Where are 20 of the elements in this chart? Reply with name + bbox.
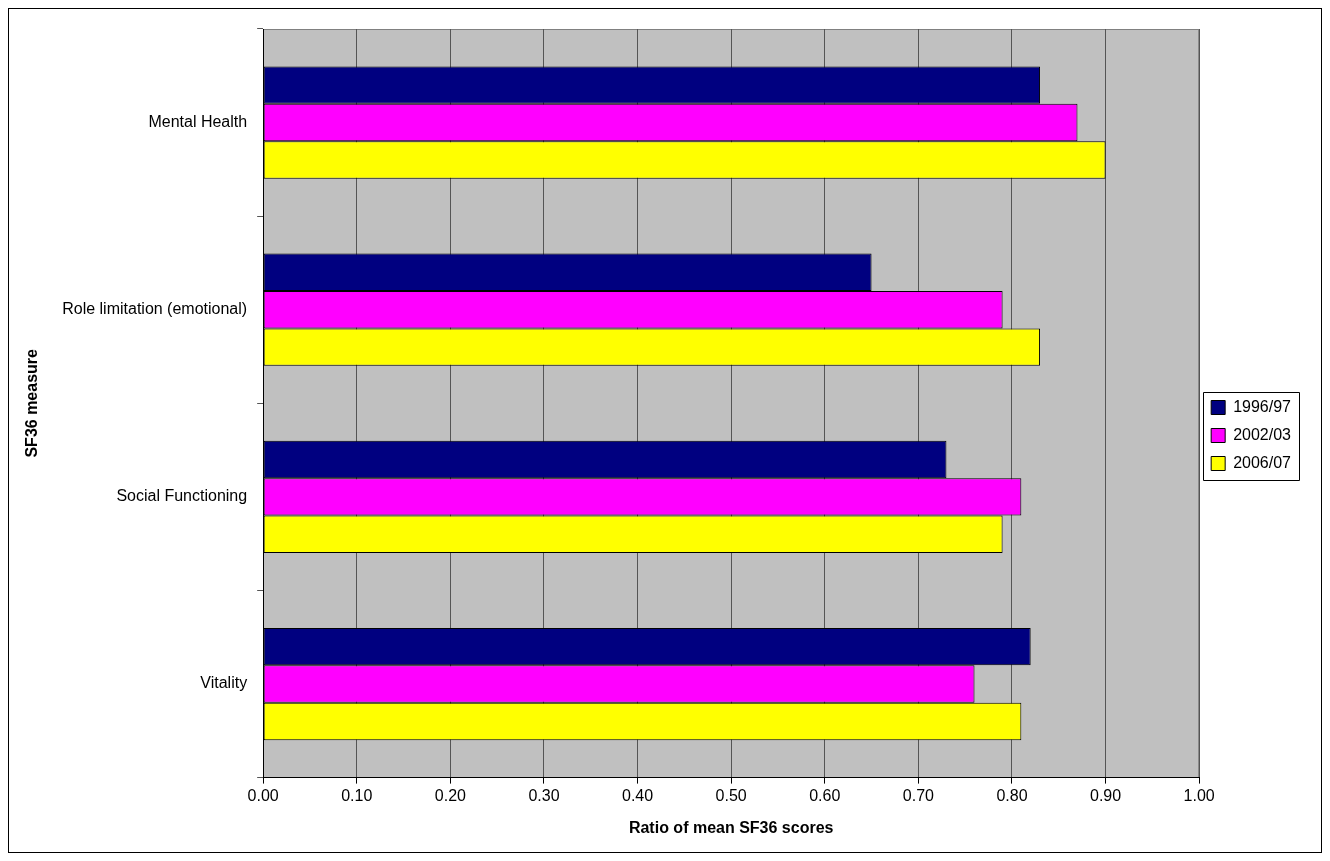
y-tick-label: Vitality: [200, 674, 248, 692]
y-tick-label: Social Functioning: [116, 487, 248, 505]
x-tick-label: 0.60: [809, 786, 841, 804]
x-axis-title: Ratio of mean SF36 scores: [628, 818, 834, 836]
x-tick-label: 0.20: [434, 786, 467, 804]
x-tick-label: 0.80: [996, 786, 1028, 804]
x-tick-label: 0.90: [1089, 786, 1122, 804]
y-tick-label: Mental Health: [148, 112, 248, 130]
y-tick-label: Role limitation (emotional): [62, 300, 248, 318]
y-axis-title: SF36 measure: [23, 348, 41, 458]
x-tick-label: 0.70: [902, 786, 935, 804]
x-tick-label: 0.50: [715, 786, 747, 804]
x-tick-label: 0.30: [528, 786, 560, 804]
x-tick-label: 1.00: [1183, 786, 1215, 804]
legend-label: 1996/97: [1233, 397, 1292, 415]
x-tick-label: 0.10: [341, 786, 373, 804]
x-tick-label: 0.40: [621, 786, 654, 804]
legend-label: 2002/03: [1233, 425, 1292, 443]
x-tick-label: 0.00: [247, 786, 279, 804]
legend-label: 2006/07: [1233, 453, 1292, 471]
